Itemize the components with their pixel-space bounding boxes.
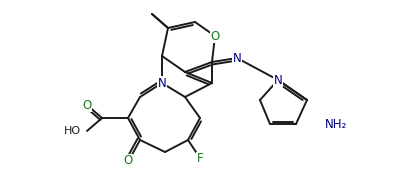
Text: N: N — [273, 74, 282, 87]
Text: N: N — [233, 52, 241, 65]
Text: O: O — [210, 29, 220, 43]
Text: HO: HO — [63, 126, 81, 136]
Text: O: O — [82, 99, 92, 112]
Text: O: O — [123, 155, 133, 168]
Text: F: F — [197, 152, 203, 165]
Text: N: N — [158, 77, 166, 90]
Text: NH₂: NH₂ — [325, 117, 347, 130]
